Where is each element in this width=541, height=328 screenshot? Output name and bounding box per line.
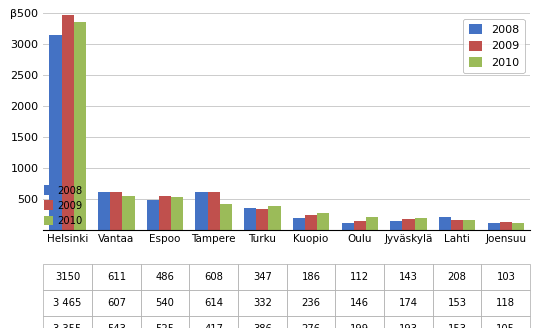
Bar — [171, 197, 183, 230]
Bar — [354, 220, 366, 230]
Bar — [220, 204, 232, 230]
Bar — [451, 220, 463, 230]
Bar — [74, 22, 86, 230]
Bar — [110, 192, 122, 230]
Text: 2010: 2010 — [57, 216, 82, 226]
Bar — [98, 192, 110, 230]
Bar — [487, 223, 500, 230]
Bar — [208, 192, 220, 230]
FancyBboxPatch shape — [44, 185, 52, 195]
Bar — [256, 209, 268, 230]
Bar — [317, 213, 329, 230]
Text: 2008: 2008 — [57, 186, 82, 195]
FancyBboxPatch shape — [44, 200, 52, 210]
Legend: 2008, 2009, 2010: 2008, 2009, 2010 — [463, 19, 525, 73]
Bar — [305, 215, 317, 230]
Bar — [159, 196, 171, 230]
Bar — [439, 217, 451, 230]
Bar — [122, 196, 135, 230]
Bar — [49, 35, 62, 230]
Bar — [244, 208, 256, 230]
FancyBboxPatch shape — [44, 215, 52, 225]
Bar — [62, 15, 74, 230]
Bar — [366, 217, 378, 230]
Bar — [403, 219, 414, 230]
Bar — [500, 222, 512, 230]
Bar — [268, 206, 281, 230]
Bar — [390, 221, 403, 230]
Bar — [195, 192, 208, 230]
Bar — [293, 218, 305, 230]
Bar — [341, 223, 354, 230]
Bar — [414, 218, 427, 230]
Bar — [463, 220, 476, 230]
Bar — [512, 223, 524, 230]
Bar — [147, 199, 159, 230]
Text: 2009: 2009 — [57, 201, 82, 211]
